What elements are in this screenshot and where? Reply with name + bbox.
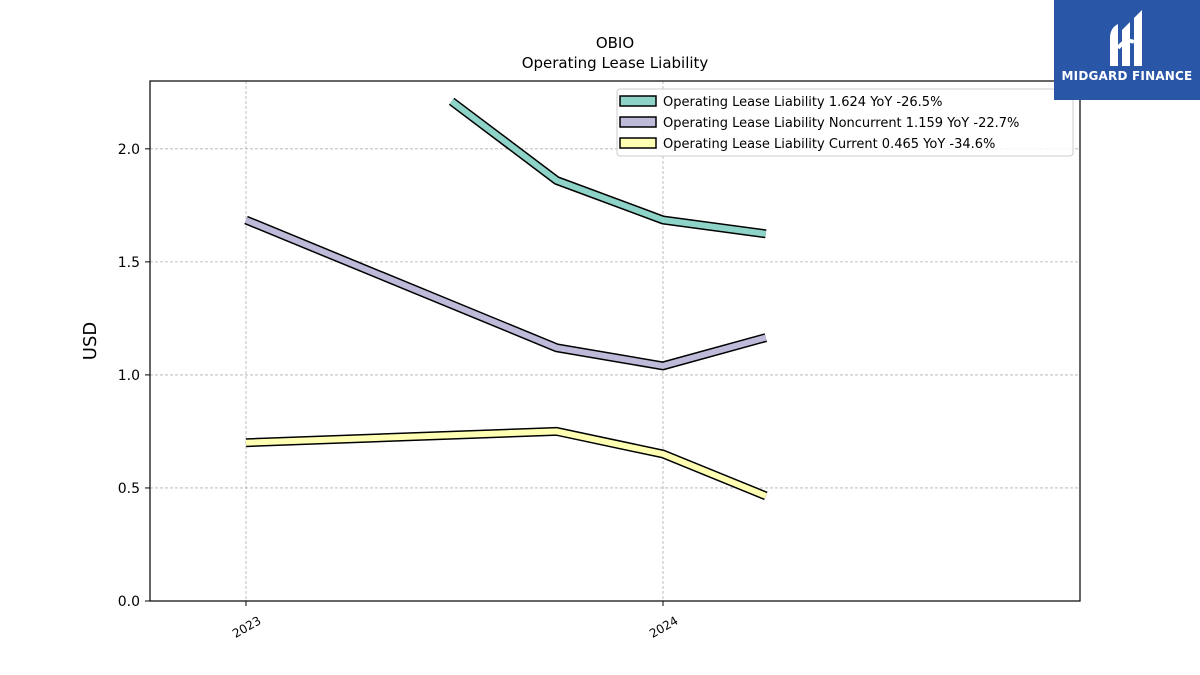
brand-logo: MIDGARD FINANCE bbox=[1054, 0, 1200, 100]
midgard-finance-logo-icon bbox=[1110, 10, 1142, 66]
y-tick-label: 1.5 bbox=[118, 255, 140, 271]
series-line bbox=[449, 98, 767, 237]
y-tick-label: 1.0 bbox=[118, 368, 140, 384]
legend-swatch bbox=[619, 95, 657, 107]
legend-swatch bbox=[619, 116, 657, 128]
legend: Operating Lease Liability 1.624 YoY -26.… bbox=[616, 88, 1074, 157]
brand-logo-text: MIDGARD FINANCE bbox=[1061, 69, 1193, 83]
x-tick-label: 2024 bbox=[647, 613, 680, 640]
y-axis-label: USD bbox=[80, 322, 101, 360]
grid bbox=[150, 81, 1080, 602]
series-line bbox=[245, 428, 767, 499]
y-tick-label: 2.0 bbox=[118, 142, 140, 158]
chart-title: OBIO bbox=[596, 34, 634, 52]
legend-label: Operating Lease Liability Noncurrent 1.1… bbox=[663, 116, 1019, 131]
legend-label: Operating Lease Liability Current 0.465 … bbox=[663, 137, 995, 152]
plot-area-frame bbox=[149, 80, 1081, 602]
legend-label: Operating Lease Liability 1.624 YoY -26.… bbox=[663, 95, 942, 110]
legend-box bbox=[616, 88, 1074, 157]
x-tick-label: 2023 bbox=[230, 613, 263, 640]
legend-swatch bbox=[619, 137, 657, 149]
series-lines bbox=[244, 97, 768, 501]
y-tick-label: 0.0 bbox=[118, 594, 140, 610]
y-tick-label: 0.5 bbox=[118, 481, 140, 497]
series-line-outline bbox=[244, 215, 767, 371]
series-line bbox=[244, 217, 767, 369]
chart-subtitle: Operating Lease Liability bbox=[522, 54, 709, 72]
axes: 0.0 0.5 1.0 1.5 2.0 2023 2024 bbox=[118, 142, 681, 641]
